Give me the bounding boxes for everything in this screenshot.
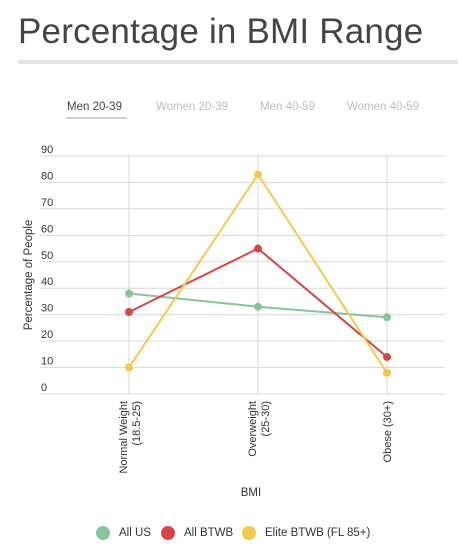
legend-item-elite-btwb[interactable]: Elite BTWB (FL 85+) [242,523,370,543]
x-axis-label: BMI [241,487,261,499]
y-tick-label: 60 [41,223,53,235]
y-tick-label: 40 [41,276,53,288]
data-point-all-btwb [254,244,262,253]
title-divider [18,60,458,64]
data-point-all-us [254,302,262,311]
y-tick-label: 80 [41,170,53,182]
y-tick-label: 50 [41,250,53,262]
x-tick-label: Obese (30+) [382,401,394,462]
chart-legend: All US All BTWB Elite BTWB (FL 85+) [0,523,474,543]
data-point-elite-btwb-fl-85 [254,170,262,179]
data-point-all-us [125,289,133,298]
legend-item-all-us[interactable]: All US [96,523,151,543]
legend-label-elite-btwb: Elite BTWB (FL 85+) [265,527,371,539]
legend-swatch-elite-btwb [242,526,256,540]
active-tab-underline [66,117,127,119]
data-point-all-btwb [125,308,133,317]
x-tick-label: Normal Weight(18.5-25) [118,401,143,474]
y-tick-label: 90 [41,144,53,156]
legend-swatch-all-btwb [161,526,175,540]
legend-label-all-us: All US [119,527,151,539]
data-point-all-btwb [383,352,391,361]
tab-women-20-39[interactable]: Women 20-39 [156,101,229,113]
data-point-all-us [383,313,391,322]
tab-women-40-59[interactable]: Women 40-59 [347,101,420,113]
tab-men-40-59[interactable]: Men 40-59 [260,101,315,113]
legend-swatch-all-us [96,526,110,540]
y-tick-label: 20 [41,329,53,341]
x-tick-label: Overweight(25-30) [247,401,272,457]
y-tick-label: 10 [41,356,53,368]
legend-item-all-btwb[interactable]: All BTWB [161,523,233,543]
data-point-elite-btwb-fl-85 [383,368,391,377]
y-tick-label: 30 [41,303,53,315]
legend-label-all-btwb: All BTWB [184,527,234,539]
y-axis-label: Percentage of People [23,220,35,331]
tab-men-20-39[interactable]: Men 20-39 [67,101,122,113]
y-tick-label: 70 [41,197,53,209]
chart-title: Percentage in BMI Range [18,12,424,51]
data-point-elite-btwb-fl-85 [125,363,133,372]
y-tick-label: 0 [41,382,47,394]
tab-bar: Men 20-39 Women 20-39 Men 40-59 Women 40… [0,101,474,125]
